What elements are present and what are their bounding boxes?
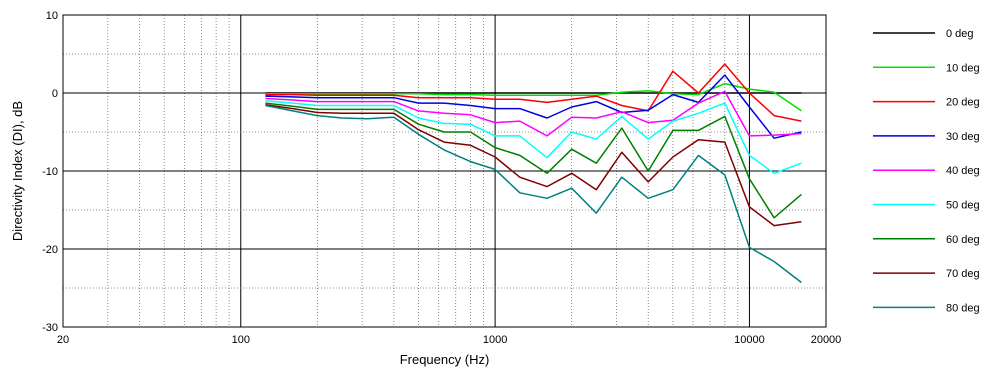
plot-frame: [62, 14, 827, 328]
y-tick-label: -30: [42, 322, 58, 334]
series-line-60-deg: [265, 102, 802, 219]
legend-label: 20 deg: [946, 97, 980, 109]
legend: 0 deg 10 deg 20 deg 30 deg 40 deg 50 deg 60 de…: [873, 28, 980, 314]
x-tick-label: 20000: [811, 334, 842, 346]
legend-label: 70 deg: [946, 268, 980, 280]
x-tick-label: 100: [232, 334, 250, 346]
x-tick-label: 1000: [483, 334, 507, 346]
y-tick-label: 0: [52, 88, 58, 100]
y-tick-labels: 10 0 -10 -20 -30: [42, 10, 58, 334]
x-axis-label: Frequency (Hz): [400, 352, 490, 367]
series-line-80-deg: [265, 104, 802, 284]
legend-label: 60 deg: [946, 234, 980, 246]
y-tick-label: 10: [46, 10, 58, 22]
legend-label: 80 deg: [946, 302, 980, 314]
axes: [62, 14, 827, 328]
x-tick-labels: 20 100 1000 10000 20000: [57, 334, 841, 346]
legend-label: 50 deg: [946, 200, 980, 212]
legend-label: 0 deg: [946, 28, 974, 40]
legend-label: 40 deg: [946, 165, 980, 177]
x-tick-label: 20: [57, 334, 69, 346]
series-line-20-deg: [265, 63, 802, 122]
series-line-30-deg: [265, 74, 802, 139]
legend-label: 10 deg: [946, 62, 980, 74]
y-tick-label: -20: [42, 244, 58, 256]
plot-lines: [265, 63, 802, 284]
series-line-40-deg: [265, 90, 802, 137]
series-line-70-deg: [265, 103, 802, 227]
grid: [62, 14, 827, 328]
y-axis-label: Directivity Index (DI), dB: [10, 101, 25, 241]
series-line-50-deg: [265, 100, 802, 175]
y-tick-label: -10: [42, 166, 58, 178]
legend-label: 30 deg: [946, 131, 980, 143]
x-tick-label: 10000: [734, 334, 765, 346]
